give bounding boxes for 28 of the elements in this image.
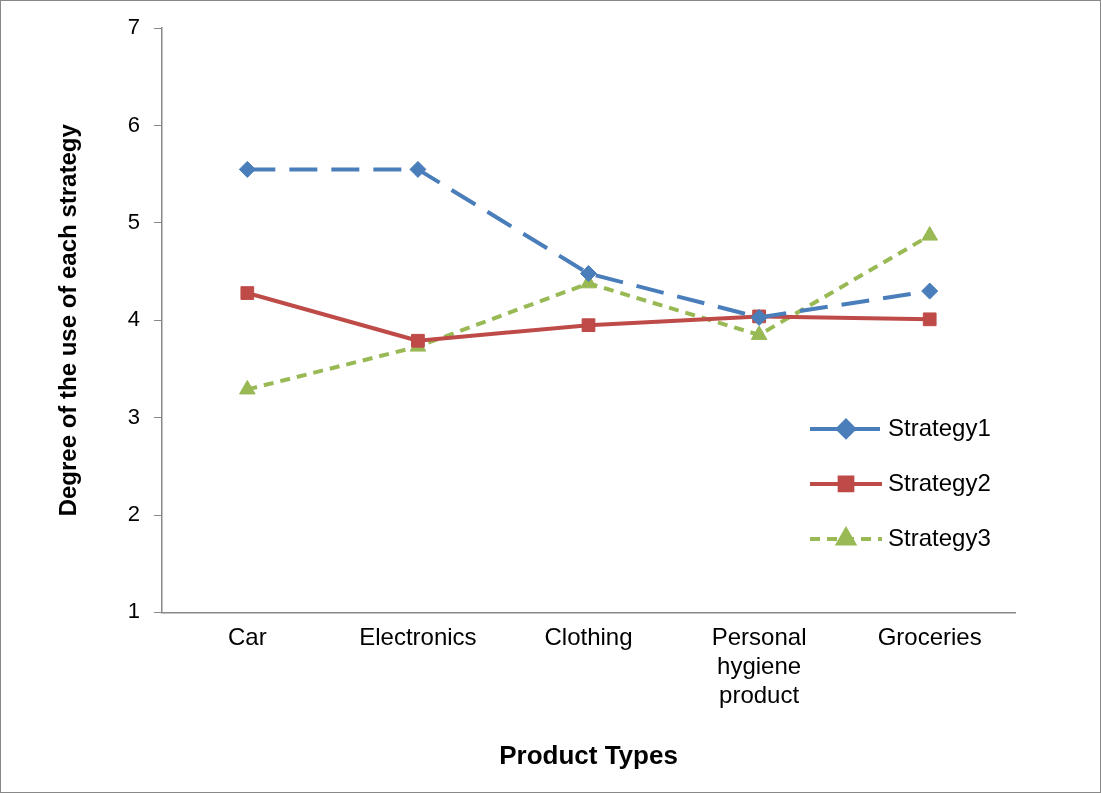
y-tick-label: 7 xyxy=(127,14,141,40)
x-tick-label: Groceries xyxy=(877,623,982,651)
point xyxy=(240,286,255,300)
y-tick-label: 3 xyxy=(127,403,141,429)
x-axis-title: Product Types xyxy=(499,739,678,770)
point xyxy=(581,318,596,333)
x-tick-label: Personal hygiene product xyxy=(711,623,807,709)
x-tick-label: Electronics xyxy=(359,623,477,651)
legend-label: Strategy3 xyxy=(888,523,991,551)
x-tick-label: Clothing xyxy=(544,623,633,651)
y-axis-title: Degree of the use of each strategy xyxy=(54,123,82,517)
point xyxy=(238,160,256,178)
point xyxy=(922,312,937,327)
point xyxy=(921,226,938,241)
point xyxy=(580,265,598,283)
y-tick-label: 6 xyxy=(127,111,141,137)
x-tick-label: Car xyxy=(228,623,267,651)
point xyxy=(239,379,256,395)
legend-label: Strategy2 xyxy=(888,468,991,496)
point xyxy=(921,282,939,300)
point xyxy=(750,325,768,340)
y-tick-label: 4 xyxy=(127,306,141,332)
legend-label: Strategy1 xyxy=(888,413,991,441)
y-tick-label: 1 xyxy=(127,598,141,624)
y-tick-label: 2 xyxy=(127,501,141,527)
y-tick-label: 5 xyxy=(127,209,141,234)
point xyxy=(411,333,425,348)
point xyxy=(409,160,427,178)
